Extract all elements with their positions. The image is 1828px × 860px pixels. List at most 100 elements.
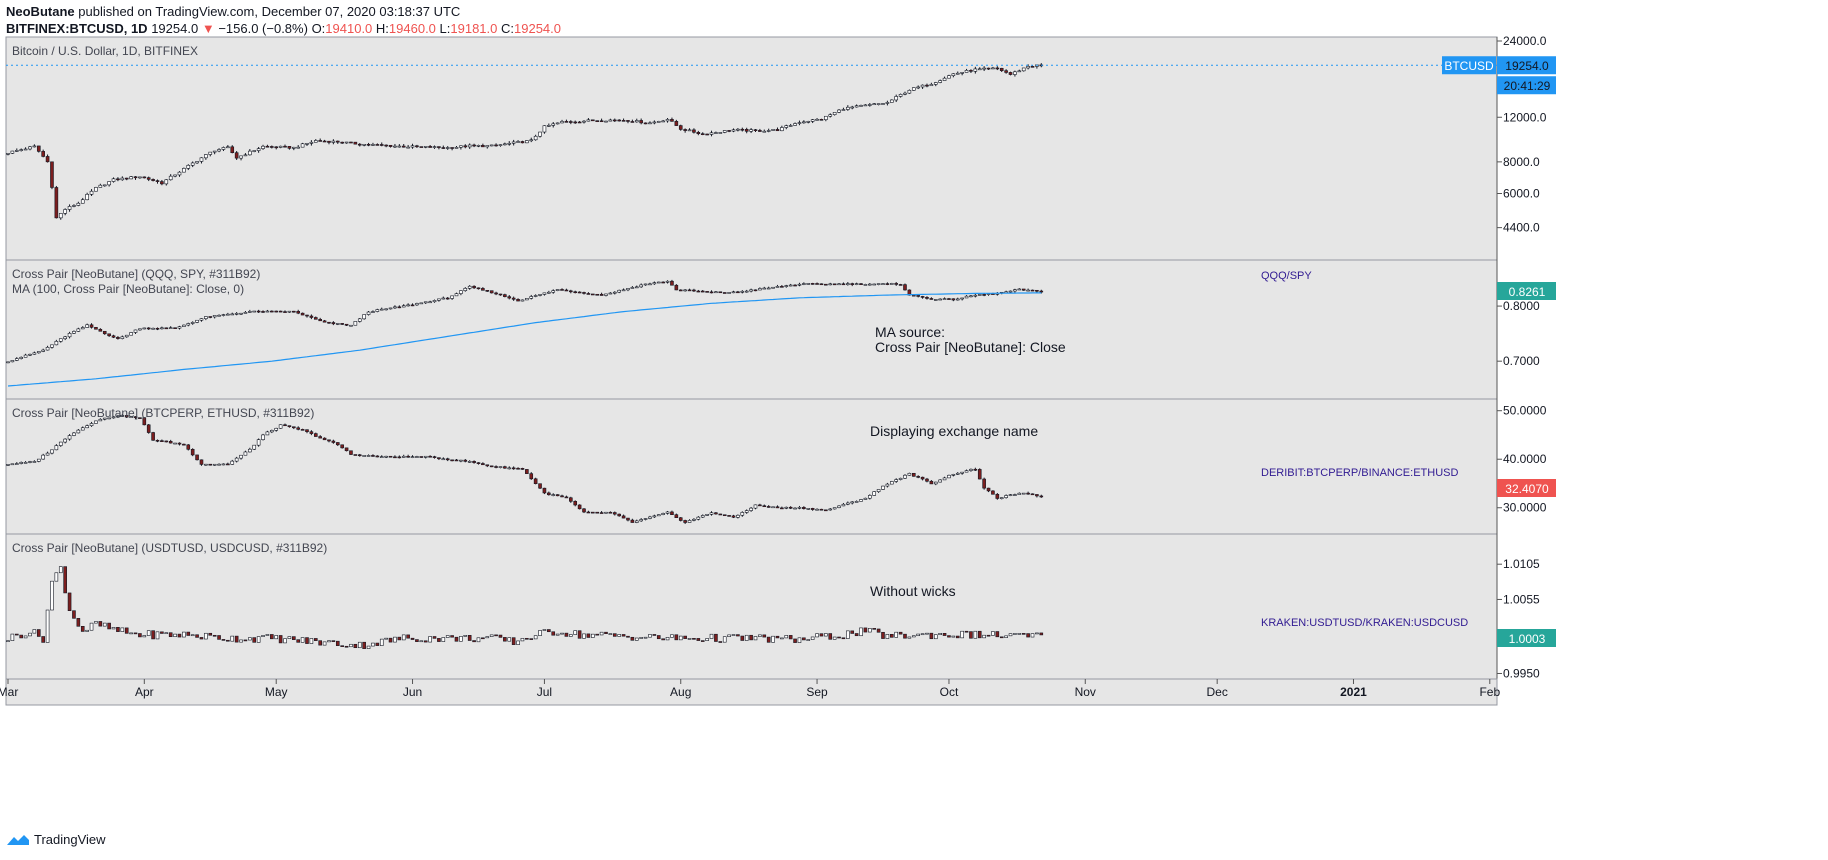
candle-body — [876, 489, 881, 492]
candle-body — [76, 618, 81, 627]
candle-body — [727, 292, 731, 294]
candle-body — [1026, 633, 1030, 638]
candle-body — [155, 327, 160, 330]
candle-body — [841, 503, 846, 507]
candle-body — [274, 427, 279, 431]
candle-body — [349, 643, 353, 648]
candle-body — [511, 467, 516, 470]
candle-body — [766, 130, 771, 132]
candle-body — [463, 459, 468, 462]
candle-body — [485, 636, 490, 639]
candle-body — [419, 456, 424, 458]
pane-2-ma-title: MA (100, Cross Pair [NeoButane]: Close, … — [12, 282, 244, 296]
candle-body — [423, 455, 428, 458]
candle-body — [599, 120, 604, 123]
candle-body — [331, 140, 336, 143]
candle-body — [1017, 288, 1022, 291]
candle-body — [327, 140, 331, 143]
pane-4-ytick-label: 1.0105 — [1503, 557, 1540, 571]
candle-body — [837, 283, 841, 286]
candle-body — [762, 130, 767, 133]
candle-body — [784, 125, 789, 128]
candle-body — [564, 496, 569, 499]
candle-body — [894, 631, 898, 638]
candle-body — [718, 513, 723, 516]
candle-body — [296, 146, 301, 149]
candle-body — [54, 445, 59, 451]
candle-body — [824, 115, 828, 120]
candle-body — [982, 634, 986, 639]
candle-body — [718, 132, 723, 134]
candle-body — [511, 297, 516, 300]
candle-body — [278, 635, 283, 644]
candle-body — [428, 455, 432, 458]
candle-body — [309, 315, 314, 318]
publish-text: published on TradingView.com, December 0… — [78, 4, 461, 19]
candle-body — [749, 289, 753, 292]
candle-body — [111, 178, 116, 182]
pane-2-candles — [6, 279, 1044, 364]
candle-body — [142, 176, 147, 179]
candle-body — [410, 456, 415, 458]
candle-body — [195, 161, 199, 164]
candle-body — [1017, 633, 1022, 635]
candle-body — [793, 284, 797, 287]
candle-body — [977, 630, 982, 639]
candle-body — [964, 630, 969, 633]
candle-body — [476, 287, 481, 290]
candle-body — [146, 327, 151, 330]
candle-body — [164, 327, 169, 330]
candle-body — [195, 319, 199, 323]
candle-body — [80, 199, 85, 204]
candle-body — [498, 144, 503, 146]
candle-body — [265, 310, 270, 313]
candle-body — [828, 114, 833, 117]
candle-body — [476, 637, 481, 643]
candle-body — [300, 637, 305, 643]
candle-body — [700, 515, 705, 518]
time-tick-label: Apr — [135, 685, 154, 699]
candle-body — [362, 143, 366, 146]
candle-body — [718, 291, 723, 294]
candle-body — [819, 633, 824, 637]
candle-body — [498, 634, 503, 638]
candle-body — [401, 634, 406, 641]
candle-body — [190, 322, 195, 324]
candle-body — [837, 636, 841, 639]
candle-body — [287, 636, 292, 639]
candle-body — [481, 463, 485, 466]
candle-body — [80, 626, 85, 632]
time-tick-label: 2021 — [1340, 685, 1367, 699]
candle-body — [951, 635, 956, 638]
candle-body — [23, 462, 28, 464]
candle-body — [1008, 290, 1013, 293]
candle-body — [89, 622, 94, 631]
candle-body — [72, 205, 76, 207]
candle-body — [938, 633, 942, 635]
candle-body — [401, 305, 406, 308]
candle-body — [634, 286, 639, 289]
candle-body — [551, 290, 556, 293]
candle-body — [489, 634, 494, 637]
candle-body — [674, 514, 679, 518]
candle-body — [292, 636, 296, 640]
candle-body — [1021, 288, 1026, 291]
candle-body — [621, 634, 626, 637]
candle-body — [164, 440, 169, 443]
candle-body — [529, 473, 534, 480]
candle-body — [925, 632, 929, 635]
candle-body — [846, 106, 850, 110]
candle-body — [911, 472, 916, 477]
candle-body — [129, 332, 133, 336]
price-change: −156.0 (−0.8%) — [218, 21, 308, 36]
candle-body — [494, 634, 498, 637]
candle-body — [582, 292, 586, 294]
candle-body — [947, 75, 951, 79]
chart-area[interactable]: 4400.0 6000.0 8000.0 12000.0 24000.0 Bitcoin … — [0, 0, 1828, 830]
candle-body — [591, 633, 595, 638]
pane-1-background — [5, 36, 1498, 261]
candle-body — [700, 290, 705, 293]
pane-3-title: Cross Pair [NeoButane] (BTCPERP, ETHUSD,… — [12, 406, 314, 420]
candle-body — [142, 327, 147, 330]
candle-body — [529, 638, 534, 640]
